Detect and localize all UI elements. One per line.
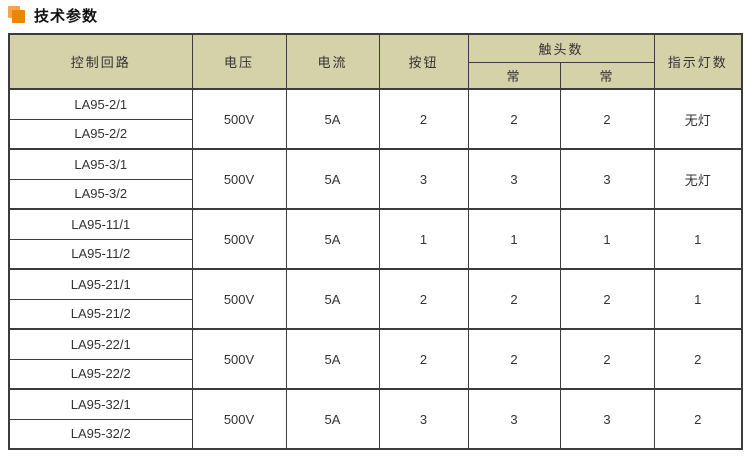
contact-b-cell: 2 bbox=[559, 88, 655, 150]
voltage-cell: 500V bbox=[191, 148, 287, 210]
button-count-cell: 3 bbox=[378, 148, 469, 210]
contact-a-cell: 3 bbox=[467, 388, 561, 450]
indicator-cell: 1 bbox=[653, 208, 743, 270]
header-voltage: 电压 bbox=[191, 33, 287, 90]
header-indicator: 指示灯数 bbox=[653, 33, 743, 90]
table-header: 控制回路 电压 电流 按钮 触头数 指示灯数 常 常 bbox=[8, 33, 743, 90]
table-row: LA95-2/1 500V 5A 2 2 2 无灯 bbox=[8, 88, 743, 150]
page-title: 技术参数 bbox=[34, 7, 99, 25]
voltage-cell: 500V bbox=[191, 388, 287, 450]
header-row-1: 控制回路 电压 电流 按钮 触头数 指示灯数 bbox=[8, 33, 743, 90]
contact-a-cell: 2 bbox=[467, 268, 561, 330]
table-body: LA95-2/1 500V 5A 2 2 2 无灯 LA95-2/2 LA95-… bbox=[8, 88, 743, 450]
model-cell: LA95-32/1 bbox=[8, 388, 193, 420]
voltage-cell: 500V bbox=[191, 328, 287, 390]
contact-b-cell: 3 bbox=[559, 388, 655, 450]
header-current: 电流 bbox=[285, 33, 380, 90]
header-contacts-sub-b: 常 bbox=[559, 61, 655, 90]
header-control-circuit: 控制回路 bbox=[8, 33, 193, 90]
header-row-2: 常 常 bbox=[9, 61, 742, 90]
header-button: 按钮 bbox=[378, 33, 469, 90]
contact-b-cell: 2 bbox=[559, 268, 655, 330]
voltage-cell: 500V bbox=[191, 268, 287, 330]
indicator-cell: 2 bbox=[653, 388, 743, 450]
header-contacts-sub-a: 常 bbox=[467, 61, 561, 90]
button-count-cell: 2 bbox=[378, 268, 469, 330]
orange-squares-icon bbox=[8, 6, 26, 24]
current-cell: 5A bbox=[285, 328, 380, 390]
contact-a-cell: 2 bbox=[467, 328, 561, 390]
model-cell: LA95-21/2 bbox=[8, 298, 193, 330]
model-cell: LA95-22/1 bbox=[8, 328, 193, 360]
table-row: LA95-11/1 500V 5A 1 1 1 1 bbox=[8, 208, 743, 270]
button-count-cell: 1 bbox=[378, 208, 469, 270]
model-cell: LA95-11/1 bbox=[8, 208, 193, 240]
contact-b-cell: 1 bbox=[559, 208, 655, 270]
table-row: LA95-32/1 500V 5A 3 3 3 2 bbox=[8, 388, 743, 450]
indicator-cell: 无灯 bbox=[653, 88, 743, 150]
model-cell: LA95-32/2 bbox=[8, 418, 193, 450]
model-cell: LA95-2/2 bbox=[8, 118, 193, 150]
contact-a-cell: 3 bbox=[467, 148, 561, 210]
button-count-cell: 2 bbox=[378, 88, 469, 150]
section-title-bar: 技术参数 bbox=[8, 4, 98, 26]
contact-a-cell: 1 bbox=[467, 208, 561, 270]
indicator-cell: 无灯 bbox=[653, 148, 743, 210]
current-cell: 5A bbox=[285, 148, 380, 210]
indicator-cell: 2 bbox=[653, 328, 743, 390]
header-contacts-group: 触头数 bbox=[467, 33, 655, 63]
contact-a-cell: 2 bbox=[467, 88, 561, 150]
current-cell: 5A bbox=[285, 388, 380, 450]
contact-b-cell: 2 bbox=[559, 328, 655, 390]
model-cell: LA95-2/1 bbox=[8, 88, 193, 120]
voltage-cell: 500V bbox=[191, 208, 287, 270]
voltage-cell: 500V bbox=[191, 88, 287, 150]
orange-square-front bbox=[12, 10, 25, 23]
spec-table: 控制回路 电压 电流 按钮 触头数 指示灯数 常 常 LA95-2/1 500V… bbox=[8, 33, 744, 450]
indicator-cell: 1 bbox=[653, 268, 743, 330]
model-cell: LA95-3/1 bbox=[8, 148, 193, 180]
table-row: LA95-21/1 500V 5A 2 2 2 1 bbox=[8, 268, 743, 330]
current-cell: 5A bbox=[285, 268, 380, 330]
current-cell: 5A bbox=[285, 208, 380, 270]
model-cell: LA95-22/2 bbox=[8, 358, 193, 390]
current-cell: 5A bbox=[285, 88, 380, 150]
contact-b-cell: 3 bbox=[559, 148, 655, 210]
model-cell: LA95-21/1 bbox=[8, 268, 193, 300]
button-count-cell: 3 bbox=[378, 388, 469, 450]
table-row: LA95-3/1 500V 5A 3 3 3 无灯 bbox=[8, 148, 743, 210]
button-count-cell: 2 bbox=[378, 328, 469, 390]
model-cell: LA95-11/2 bbox=[8, 238, 193, 270]
model-cell: LA95-3/2 bbox=[8, 178, 193, 210]
table-row: LA95-22/1 500V 5A 2 2 2 2 bbox=[8, 328, 743, 390]
